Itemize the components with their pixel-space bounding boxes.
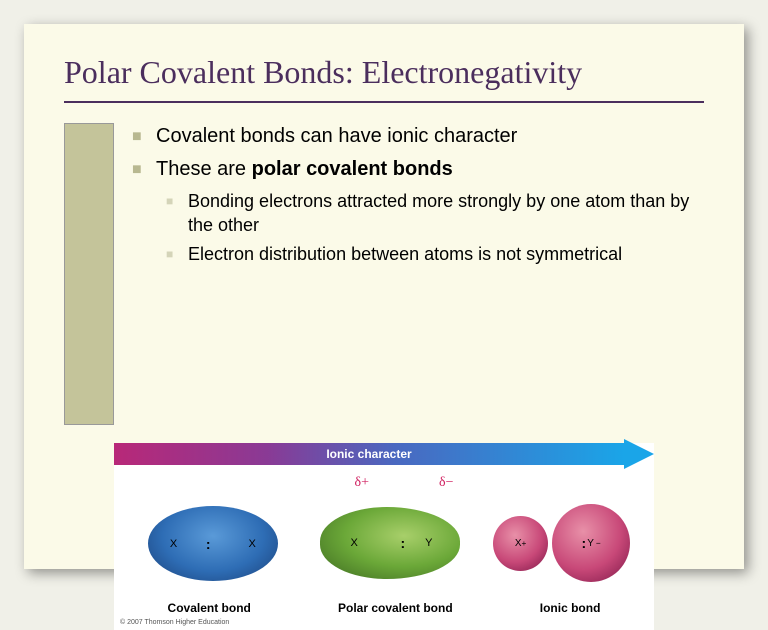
bonds-row: X : X X : Y X+ : Y− <box>114 493 654 593</box>
figure-copyright: © 2007 Thomson Higher Education <box>114 617 654 630</box>
slide: Polar Covalent Bonds: Electronegativity … <box>24 24 744 569</box>
cation-label: X <box>515 538 522 549</box>
ionic-character-arrow: Ionic character <box>114 443 654 469</box>
polar-left-label: X <box>350 537 357 549</box>
sidebar-decoration <box>64 123 114 425</box>
delta-labels: δ+ δ− <box>154 475 654 493</box>
caption-polar: Polar covalent bond <box>338 601 453 615</box>
caption-covalent: Covalent bond <box>168 601 251 615</box>
anion-label: Y <box>587 538 594 549</box>
anion-charge: − <box>596 538 601 548</box>
covalent-bond-diagram: X : X <box>138 503 288 583</box>
title-underline <box>64 101 704 103</box>
cov-left-label: X <box>170 538 177 550</box>
arrow-head-icon <box>624 439 654 469</box>
bullet-1: Covalent bonds can have ionic character <box>132 123 704 150</box>
electron-dots-icon: : <box>582 535 586 551</box>
cov-right-label: X <box>248 538 255 550</box>
cation-charge: + <box>522 538 527 548</box>
delta-plus: δ+ <box>355 475 370 493</box>
content-area: Covalent bonds can have ionic character … <box>64 123 704 425</box>
polar-bond-diagram: X : Y <box>315 503 465 583</box>
anion-atom: : Y− <box>552 504 630 582</box>
bullet-list: Covalent bonds can have ionic character … <box>132 123 704 425</box>
electron-dots-icon: : <box>400 535 404 551</box>
bullet-2: These are polar covalent bonds <box>132 156 704 183</box>
delta-minus: δ− <box>439 475 454 493</box>
arrow-body: Ionic character <box>114 443 624 465</box>
bond-figure: Ionic character δ+ δ− X : X X : Y <box>114 443 654 630</box>
bullet-2-pre: These are <box>156 158 252 180</box>
bond-captions: Covalent bond Polar covalent bond Ionic … <box>114 593 654 617</box>
ionic-bond-diagram: X+ : Y− <box>493 504 630 582</box>
polar-right-label: Y <box>425 537 432 549</box>
caption-ionic: Ionic bond <box>540 601 601 615</box>
electron-dots-icon: : <box>206 536 210 552</box>
bullet-2-bold: polar covalent bonds <box>252 158 453 180</box>
sub-bullet-2: Electron distribution between atoms is n… <box>132 242 704 266</box>
sub-bullet-1: Bonding electrons attracted more strongl… <box>132 189 704 238</box>
covalent-atom: X : X <box>148 506 278 581</box>
cation-atom: X+ <box>493 516 548 571</box>
polar-atom: X : Y <box>320 507 460 579</box>
slide-title: Polar Covalent Bonds: Electronegativity <box>64 54 704 91</box>
